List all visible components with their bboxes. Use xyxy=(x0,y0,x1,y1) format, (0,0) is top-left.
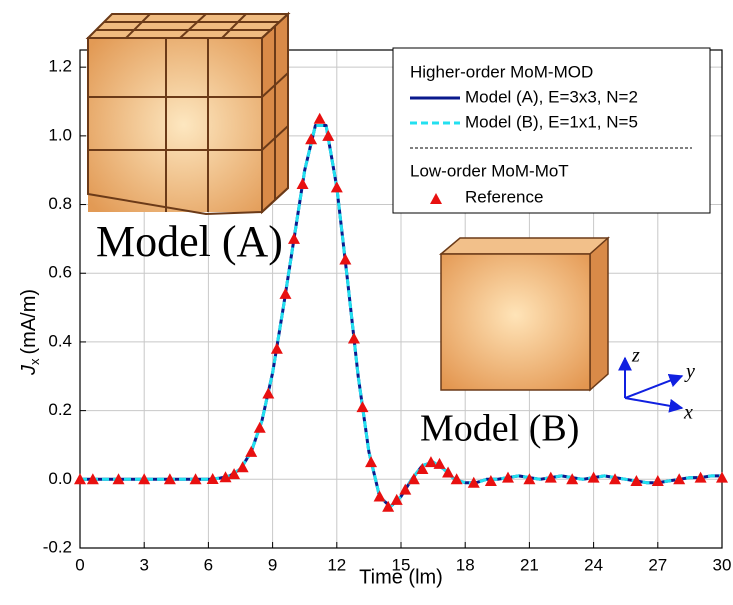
reference-point xyxy=(467,476,480,488)
reference-point xyxy=(253,421,266,433)
y-tick-label: 0.6 xyxy=(48,263,72,282)
reference-point xyxy=(523,473,536,485)
reference-point xyxy=(305,133,318,145)
y-label-subscript: x xyxy=(27,358,42,365)
reference-point xyxy=(651,475,664,487)
legend: Higher-order MoM-MOD Model (A), E=3x3, N… xyxy=(392,47,711,214)
reference-point xyxy=(433,457,446,469)
reference-point xyxy=(356,401,369,413)
reference-point xyxy=(424,456,437,468)
x-tick-label: 15 xyxy=(392,555,411,574)
reference-point xyxy=(399,483,412,495)
legend-label: Reference xyxy=(465,187,543,206)
reference-point xyxy=(694,471,707,483)
axis-label-y: y xyxy=(684,361,695,383)
y-tick-label: 0.8 xyxy=(48,194,72,213)
reference-point xyxy=(484,475,497,487)
reference-point xyxy=(544,471,557,483)
legend-label: Model (B), E=1x1, N=5 xyxy=(465,112,638,131)
x-axis-label: Time (lm) xyxy=(359,566,443,588)
reference-point xyxy=(673,473,686,485)
y-tick-label: 0.4 xyxy=(48,331,72,350)
axes-triad xyxy=(618,356,684,413)
reference-point xyxy=(630,475,643,487)
reference-point xyxy=(296,177,309,189)
x-tick-label: 12 xyxy=(327,555,346,574)
reference-point xyxy=(390,493,403,505)
legend-label: Model (A), E=3x3, N=2 xyxy=(465,87,638,106)
y-tick-label: 1.2 xyxy=(48,57,72,76)
legend-subtitle: Low-order MoM-MoT xyxy=(410,161,569,180)
reference-point xyxy=(206,472,219,484)
x-tick-label: 30 xyxy=(713,555,732,574)
x-tick-label: 21 xyxy=(520,555,539,574)
x-tick-label: 24 xyxy=(584,555,603,574)
reference-point xyxy=(245,445,258,457)
annotation: Model (A) xyxy=(96,217,283,266)
reference-point xyxy=(365,456,378,468)
reference-point xyxy=(382,500,395,512)
reference-point xyxy=(587,471,600,483)
reference-point xyxy=(416,463,429,475)
legend-swatch xyxy=(430,193,442,204)
x-tick-label: 9 xyxy=(268,555,277,574)
reference-point xyxy=(228,468,241,480)
reference-point xyxy=(86,473,99,485)
y-tick-label: 0.0 xyxy=(48,469,72,488)
reference-point xyxy=(288,232,300,244)
reference-point xyxy=(138,473,151,485)
legend-box xyxy=(392,47,711,214)
reference-point xyxy=(219,471,232,483)
reference-point xyxy=(322,129,335,141)
reference-point xyxy=(566,473,579,485)
y-tick-label: -0.2 xyxy=(43,537,72,556)
reference-point xyxy=(236,461,249,473)
reference-point xyxy=(450,473,463,485)
reference-point xyxy=(716,471,728,483)
reference-point xyxy=(347,332,360,344)
y-label-unit: (mA/m) xyxy=(18,289,40,355)
x-tick-label: 6 xyxy=(204,555,213,574)
axis-label-x: x xyxy=(683,402,693,424)
reference-point xyxy=(407,473,420,485)
reference-point xyxy=(442,466,455,478)
reference-point xyxy=(313,112,326,124)
reference-point xyxy=(330,181,343,193)
x-tick-label: 27 xyxy=(648,555,667,574)
axis-label-z: z xyxy=(631,345,640,367)
reference-point xyxy=(502,471,514,483)
reference-point xyxy=(163,473,176,485)
y-tick-label: 0.2 xyxy=(48,400,72,419)
reference-point xyxy=(270,342,283,354)
x-tick-label: 0 xyxy=(75,555,84,574)
reference-point xyxy=(339,253,352,265)
x-tick-label: 18 xyxy=(456,555,475,574)
model-a-cube xyxy=(85,11,291,216)
reference-point xyxy=(609,473,621,485)
reference-point xyxy=(262,387,275,399)
legend-title: Higher-order MoM-MOD xyxy=(410,62,593,81)
reference-point xyxy=(373,490,386,502)
y-axis-label: Jx (mA/m) xyxy=(18,289,42,376)
reference-point xyxy=(279,287,292,299)
x-tick-label: 3 xyxy=(139,555,148,574)
y-label-symbol: J xyxy=(18,364,40,376)
reference-point xyxy=(74,473,86,485)
y-tick-label: 1.0 xyxy=(48,125,72,144)
reference-point xyxy=(112,473,125,485)
model-b-cube xyxy=(438,236,610,392)
reference-point xyxy=(189,473,202,485)
annotation: Model (B) xyxy=(420,408,579,450)
